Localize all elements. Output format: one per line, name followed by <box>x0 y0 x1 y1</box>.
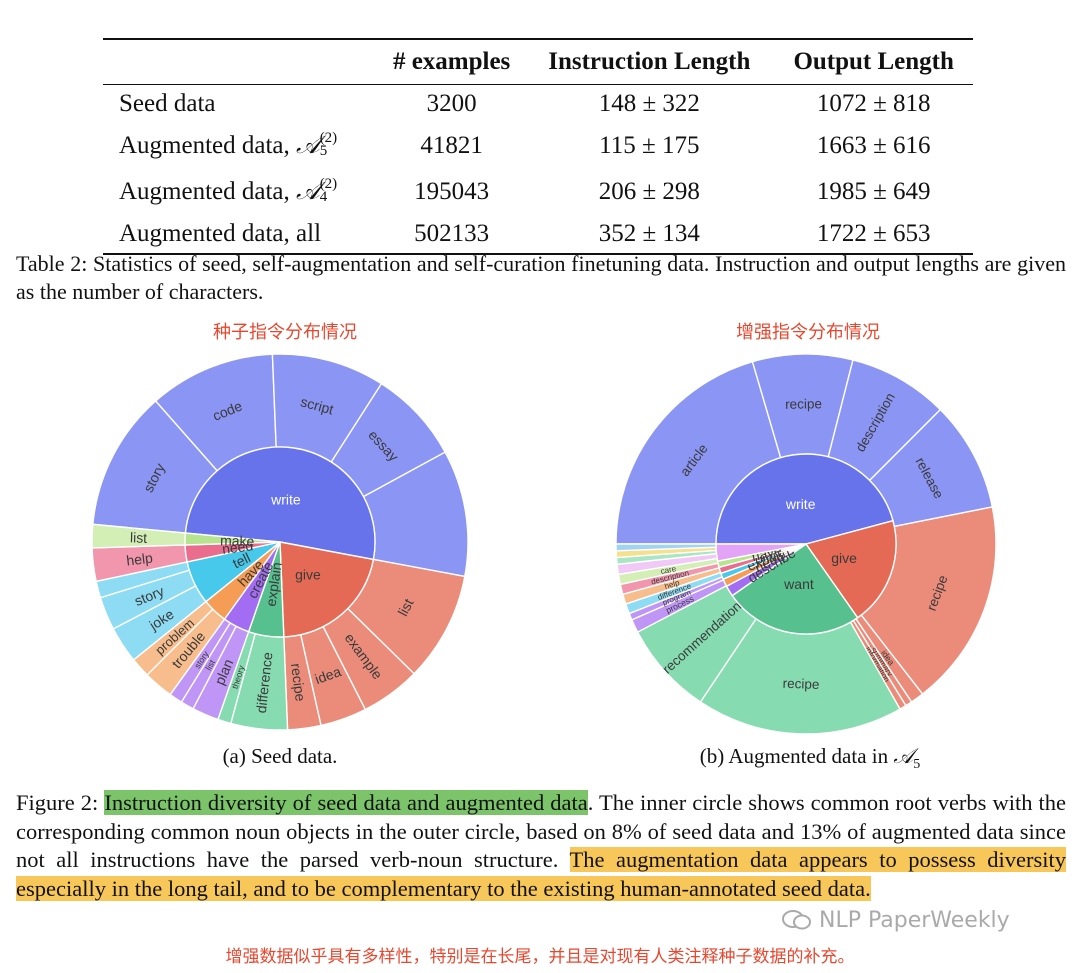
table-header-empty <box>103 39 379 85</box>
outer-label: care <box>660 564 678 576</box>
inner-label: give <box>831 550 857 566</box>
inner-label: tell <box>230 549 253 571</box>
math-sub: 4 <box>319 189 328 206</box>
outer-label: recipe <box>288 662 309 702</box>
math-sub: 5 <box>319 143 328 160</box>
inner-label: give <box>295 566 321 582</box>
math-sup: (2) <box>319 130 338 147</box>
inner-segment <box>715 543 807 562</box>
caption-highlight-green: Instruction diversity of seed data and a… <box>104 790 588 815</box>
inner-segment-give <box>804 519 897 619</box>
row-output: 1072 ± 818 <box>816 90 931 117</box>
row-output: 1985 ± 649 <box>816 178 931 205</box>
table-header-instruction-length: Instruction Length <box>548 48 751 75</box>
row-label: Augmented data, 𝒜 (2) 4 <box>103 169 379 215</box>
table-header-output-length: Output Length <box>793 48 954 75</box>
row-label-text: Augmented data, <box>119 177 297 205</box>
left-subcaption: (a) Seed data. <box>222 744 338 768</box>
table-caption: Table 2: Statistics of seed, self-augmen… <box>16 251 1066 304</box>
row-label: Augmented data, all <box>119 220 322 247</box>
table-row: Augmented data, all 502133 352 ± 134 172… <box>103 215 973 254</box>
inner-segment-want <box>731 543 859 635</box>
watermark: NLP PaperWeekly <box>782 908 1010 933</box>
outer-label: list <box>394 596 416 619</box>
outer-label: help <box>125 550 153 569</box>
table-header-row: # examples Instruction Length Output Len… <box>103 39 973 85</box>
statistics-table: # examples Instruction Length Output Len… <box>103 38 973 255</box>
watermark-text: NLP PaperWeekly <box>819 908 1010 933</box>
inner-segment-give <box>279 541 375 638</box>
row-output: 1663 ± 616 <box>816 132 931 159</box>
math-symbol: 𝒜 <box>296 131 320 159</box>
inner-label: want <box>783 576 814 592</box>
figure-caption: Figure 2: Instruction diversity of seed … <box>16 789 1066 903</box>
row-instruction: 115 ± 175 <box>599 132 700 159</box>
figure-caption-label: Figure 2: <box>16 790 105 815</box>
row-label-text: Augmented data, <box>119 131 297 159</box>
right-chart-title-cn: 增强指令分布情况 <box>736 322 880 343</box>
table-row: Augmented data, 𝒜 (2) 4 195043 206 ± 298 1… <box>103 169 973 215</box>
row-instruction: 206 ± 298 <box>598 178 700 205</box>
inner-label: write <box>270 492 301 508</box>
bottom-chinese-caption: 增强数据似乎具有多样性，特别是在长尾，并且是对现有人类注释种子数据的补充。 <box>225 947 855 967</box>
inner-label: write <box>785 496 816 512</box>
row-instruction: 148 ± 322 <box>598 90 700 117</box>
math-sub: 5 <box>913 757 921 773</box>
table-row: Augmented data, 𝒜 (2) 5 41821 115 ± 175 16… <box>103 123 973 169</box>
row-examples: 41821 <box>420 132 483 159</box>
inner-segment-write <box>184 446 376 561</box>
inner-segment-write <box>715 453 894 545</box>
math-sup: (2) <box>319 176 338 193</box>
right-subcaption-text: (b) Augmented data in <box>699 744 894 768</box>
inner-label: make <box>220 532 255 549</box>
row-label: Seed data <box>119 90 216 117</box>
table-header-examples: # examples <box>392 48 511 75</box>
row-examples: 502133 <box>414 220 490 247</box>
left-chart-title-cn: 种子指令分布情况 <box>213 322 357 343</box>
row-instruction: 352 ± 134 <box>598 220 700 247</box>
caption-body: . The inner circle shows common root ver… <box>16 790 1067 872</box>
row-output: 1722 ± 653 <box>816 220 931 247</box>
row-examples: 195043 <box>414 178 490 205</box>
outer-label: difference <box>253 651 276 714</box>
right-subcaption: (b) Augmented data in 𝒜5 <box>640 744 980 773</box>
row-examples: 3200 <box>426 90 477 117</box>
math-symbol: 𝒜 <box>893 744 914 768</box>
outer-label: recipe <box>782 676 819 692</box>
row-label: Augmented data, 𝒜 (2) 5 <box>103 123 379 169</box>
inner-segment-make <box>184 532 281 546</box>
outer-label: list <box>130 529 148 546</box>
outer-label: recipe <box>785 396 822 412</box>
table-row: Seed data 3200 148 ± 322 1072 ± 818 <box>103 85 973 124</box>
wechat-icon <box>782 909 812 931</box>
math-symbol: 𝒜 <box>296 177 320 205</box>
